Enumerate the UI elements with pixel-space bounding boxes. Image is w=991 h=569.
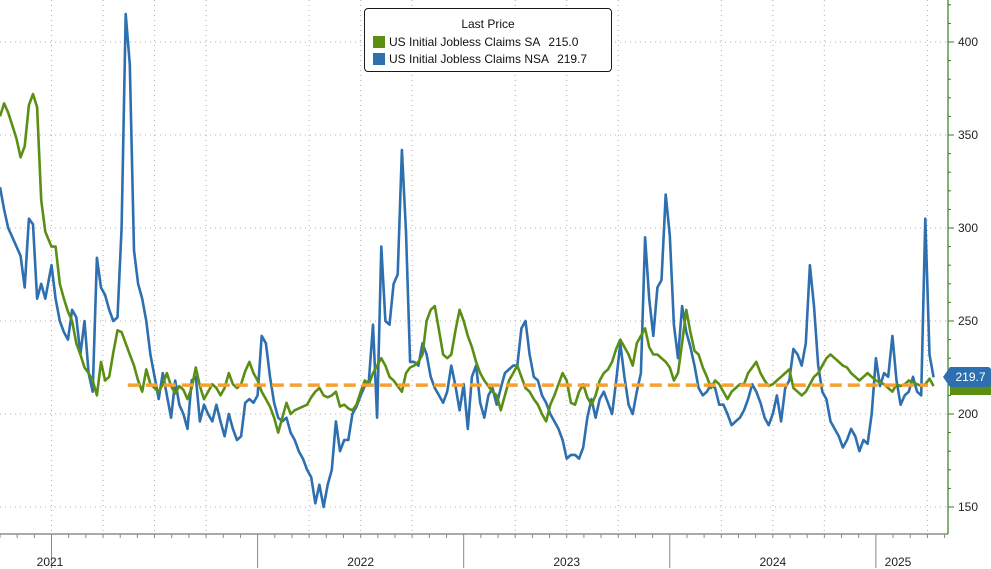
- chart-legend: Last Price US Initial Jobless Claims SA …: [364, 8, 612, 72]
- legend-item-sa: US Initial Jobless Claims SA 215.0: [373, 35, 578, 49]
- last-value-badge: 219.7: [943, 367, 991, 387]
- xtick-label-2021: 2021: [37, 555, 64, 569]
- series-line-sa: [0, 92, 935, 434]
- legend-item-nsa: US Initial Jobless Claims NSA 219.7: [373, 52, 587, 66]
- ytick-label-150: 150: [958, 500, 978, 514]
- ytick-label-400: 400: [958, 35, 978, 49]
- ytick-label-350: 350: [958, 128, 978, 142]
- legend-label-nsa: US Initial Jobless Claims NSA: [389, 52, 550, 66]
- legend-value-sa: 215.0: [548, 35, 579, 49]
- series-line-nsa: [0, 12, 935, 509]
- ytick-label-200: 200: [958, 407, 978, 421]
- legend-value-nsa: 219.7: [557, 52, 588, 66]
- ytick-label-300: 300: [958, 221, 978, 235]
- xtick-label-2022: 2022: [347, 555, 374, 569]
- legend-title: Last Price: [461, 17, 515, 31]
- legend-swatch-sa: [373, 36, 385, 48]
- xtick-label-2023: 2023: [553, 555, 580, 569]
- legend-label-sa: US Initial Jobless Claims SA: [389, 35, 541, 49]
- xtick-label-2025: 2025: [885, 555, 912, 569]
- ytick-label-250: 250: [958, 314, 978, 328]
- xtick-label-2024: 2024: [759, 555, 786, 569]
- legend-swatch-nsa: [373, 53, 385, 65]
